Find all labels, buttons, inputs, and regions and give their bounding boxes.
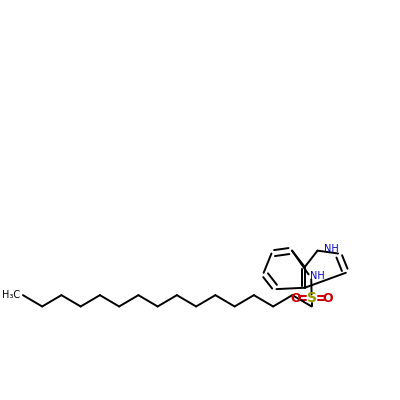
Text: H₃C: H₃C <box>2 290 20 300</box>
Text: NH: NH <box>324 244 339 254</box>
Text: O: O <box>322 292 333 305</box>
Text: S: S <box>307 291 317 305</box>
Text: NH: NH <box>310 271 325 281</box>
Text: O: O <box>290 292 301 305</box>
